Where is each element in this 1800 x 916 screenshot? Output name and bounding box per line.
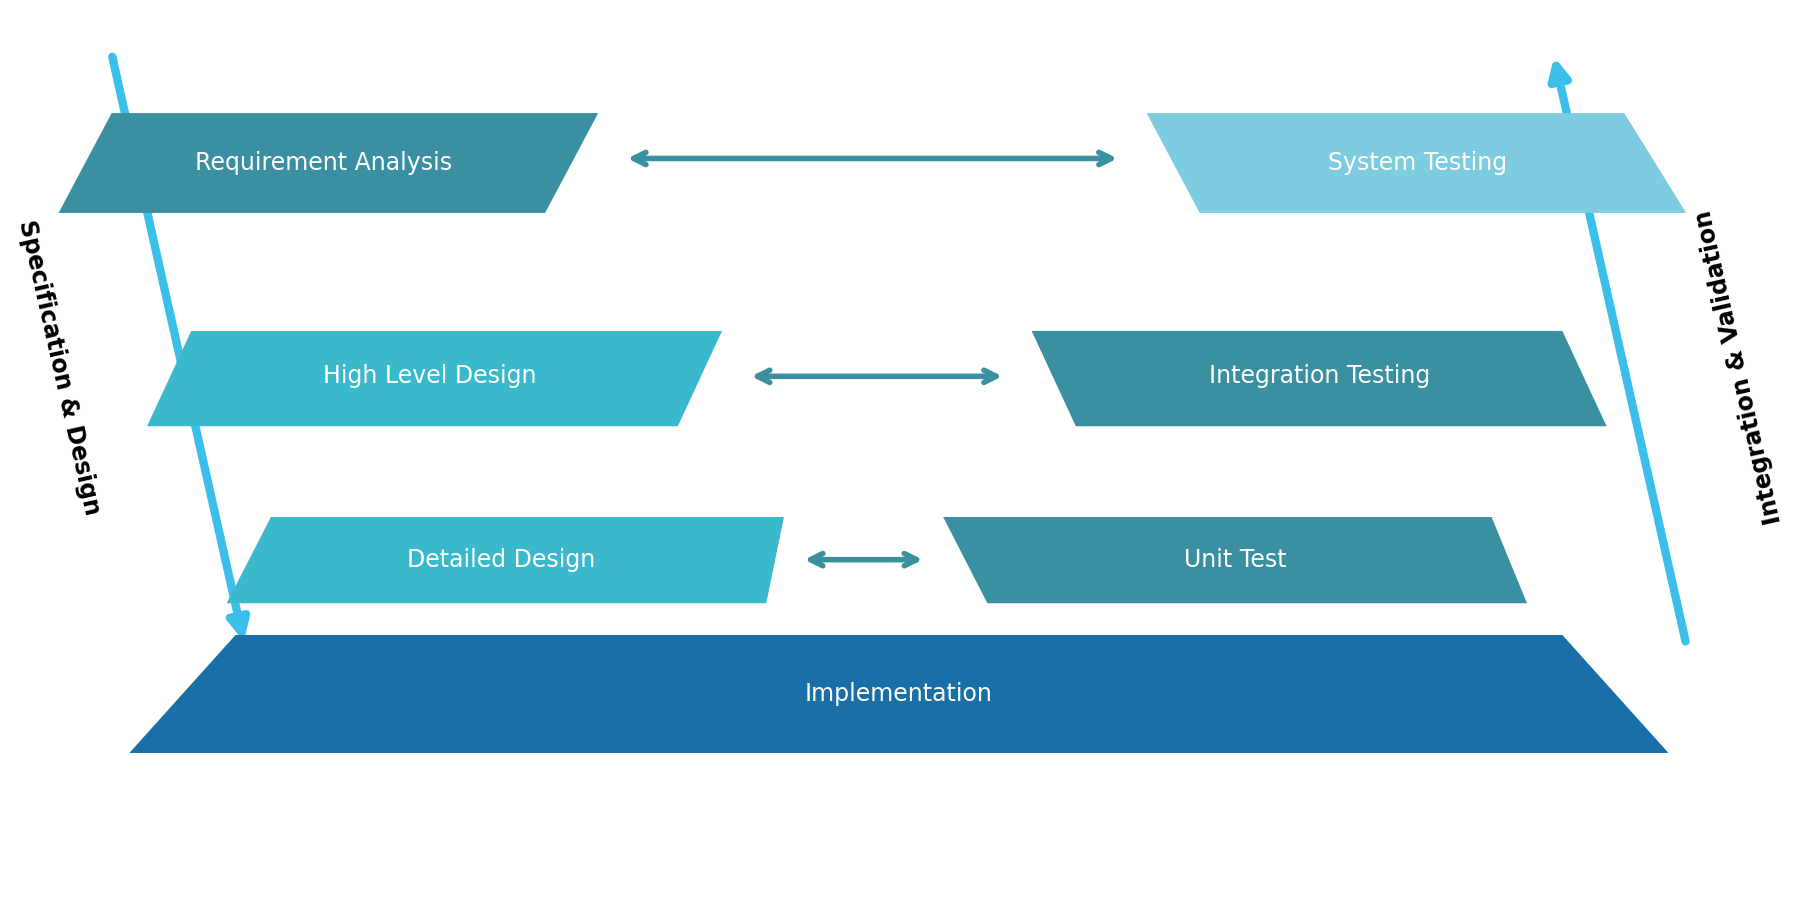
- Polygon shape: [1147, 113, 1687, 213]
- Text: Implementation: Implementation: [805, 682, 994, 706]
- Text: Integration Testing: Integration Testing: [1210, 365, 1431, 388]
- Polygon shape: [227, 517, 785, 604]
- Text: Requirement Analysis: Requirement Analysis: [196, 151, 452, 175]
- Text: Integration & Validation: Integration & Validation: [1692, 208, 1786, 527]
- Text: Unit Test: Unit Test: [1184, 548, 1287, 572]
- Polygon shape: [1031, 331, 1607, 426]
- Polygon shape: [130, 635, 1669, 753]
- Polygon shape: [148, 331, 722, 426]
- Polygon shape: [943, 517, 1526, 604]
- Polygon shape: [59, 113, 598, 213]
- Text: Detailed Design: Detailed Design: [407, 548, 596, 572]
- Text: Specification & Design: Specification & Design: [14, 217, 104, 518]
- Text: System Testing: System Testing: [1328, 151, 1507, 175]
- Text: High Level Design: High Level Design: [324, 365, 536, 388]
